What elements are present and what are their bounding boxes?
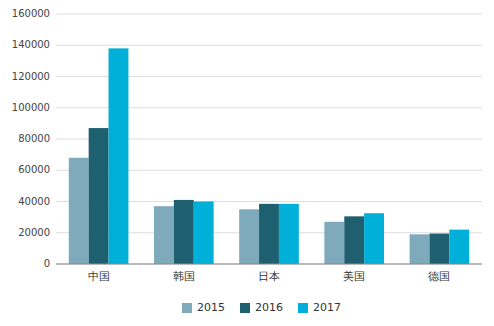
y-tick-label: 80000 xyxy=(18,133,50,144)
y-tick-label: 40000 xyxy=(18,196,50,207)
bar xyxy=(449,230,469,264)
legend-label: 2015 xyxy=(197,301,225,314)
y-tick-label: 120000 xyxy=(12,71,50,82)
y-tick-label: 0 xyxy=(44,258,50,269)
bar xyxy=(174,200,194,264)
bar xyxy=(279,204,299,264)
x-axis-line xyxy=(56,264,482,265)
chart: 0 20000 40000 60000 80000 100000 120000 140000 1… xyxy=(0,0,494,326)
bar xyxy=(69,158,89,264)
x-tick-label: 美国 xyxy=(343,270,365,283)
bar xyxy=(109,48,129,264)
legend-swatch xyxy=(240,303,250,313)
bar xyxy=(194,202,214,265)
chart-container: 0 20000 40000 60000 80000 100000 120000 140000 1… xyxy=(0,0,494,326)
bar xyxy=(410,234,430,264)
y-tick-label: 20000 xyxy=(18,227,50,238)
grid-line xyxy=(56,45,482,46)
legend-label: 2016 xyxy=(255,301,283,314)
bar xyxy=(364,213,384,264)
legend-label: 2017 xyxy=(313,301,341,314)
legend: 2015 2016 2017 xyxy=(182,301,341,314)
grid-line xyxy=(56,14,482,15)
x-tick-label: 日本 xyxy=(258,270,280,283)
legend-swatch xyxy=(298,303,308,313)
bar xyxy=(429,234,449,264)
y-tick-label: 60000 xyxy=(18,164,50,175)
bar xyxy=(344,216,364,264)
bar xyxy=(324,222,344,264)
x-tick-label: 中国 xyxy=(88,270,110,283)
x-tick-label: 韩国 xyxy=(173,270,195,283)
bars xyxy=(69,48,469,264)
y-ticks: 0 20000 40000 60000 80000 100000 120000 140000 1… xyxy=(12,8,50,269)
bar xyxy=(239,209,259,264)
x-ticks: 中国 韩国 日本 美国 德国 xyxy=(88,270,451,283)
bar-series xyxy=(89,128,450,264)
bar xyxy=(89,128,109,264)
bar xyxy=(259,204,279,264)
legend-swatch xyxy=(182,303,192,313)
y-tick-label: 100000 xyxy=(12,102,50,113)
bar-series xyxy=(109,48,470,264)
y-tick-label: 140000 xyxy=(12,39,50,50)
x-tick-label: 德国 xyxy=(428,270,450,283)
y-grid xyxy=(56,14,482,264)
y-tick-label: 160000 xyxy=(12,8,50,19)
grid-line xyxy=(56,264,482,265)
bar xyxy=(154,206,174,264)
